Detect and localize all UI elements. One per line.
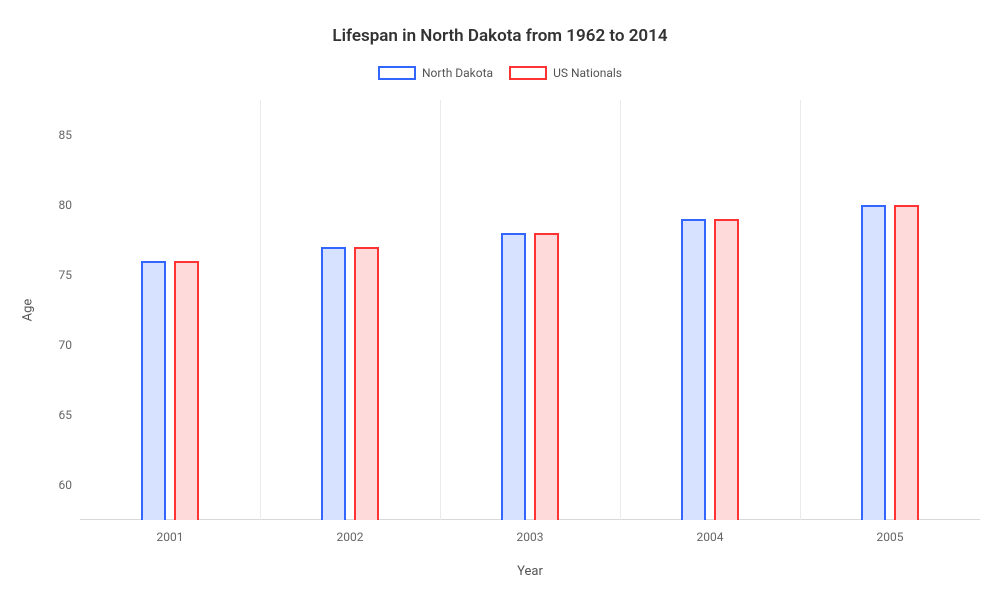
bar — [174, 261, 199, 520]
bar — [534, 233, 559, 520]
bar — [141, 261, 166, 520]
bar — [354, 247, 379, 520]
gridline — [260, 100, 261, 520]
x-tick-label: 2003 — [517, 520, 544, 544]
bar — [861, 205, 886, 520]
legend-label: North Dakota — [422, 66, 493, 80]
y-tick-label: 60 — [59, 478, 81, 492]
legend-item: US Nationals — [509, 66, 622, 80]
bar — [321, 247, 346, 520]
x-axis-title: Year — [517, 564, 543, 579]
bar — [501, 233, 526, 520]
plot-area: 60657075808520012002200320042005 — [80, 100, 980, 520]
y-tick-label: 65 — [59, 408, 81, 422]
x-tick-label: 2001 — [157, 520, 184, 544]
legend-label: US Nationals — [553, 66, 622, 80]
bar — [714, 219, 739, 520]
x-tick-label: 2004 — [697, 520, 724, 544]
legend: North Dakota US Nationals — [0, 66, 1000, 80]
legend-item: North Dakota — [378, 66, 493, 80]
gridline — [620, 100, 621, 520]
y-tick-label: 70 — [59, 338, 81, 352]
legend-swatch — [509, 66, 547, 80]
bar — [894, 205, 919, 520]
gridline — [800, 100, 801, 520]
x-tick-label: 2002 — [337, 520, 364, 544]
gridline — [440, 100, 441, 520]
y-axis-title: Age — [21, 299, 36, 322]
y-tick-label: 75 — [59, 268, 81, 282]
y-tick-label: 80 — [59, 198, 81, 212]
bar — [681, 219, 706, 520]
y-tick-label: 85 — [59, 128, 81, 142]
legend-swatch — [378, 66, 416, 80]
chart-title: Lifespan in North Dakota from 1962 to 20… — [0, 26, 1000, 46]
x-tick-label: 2005 — [877, 520, 904, 544]
